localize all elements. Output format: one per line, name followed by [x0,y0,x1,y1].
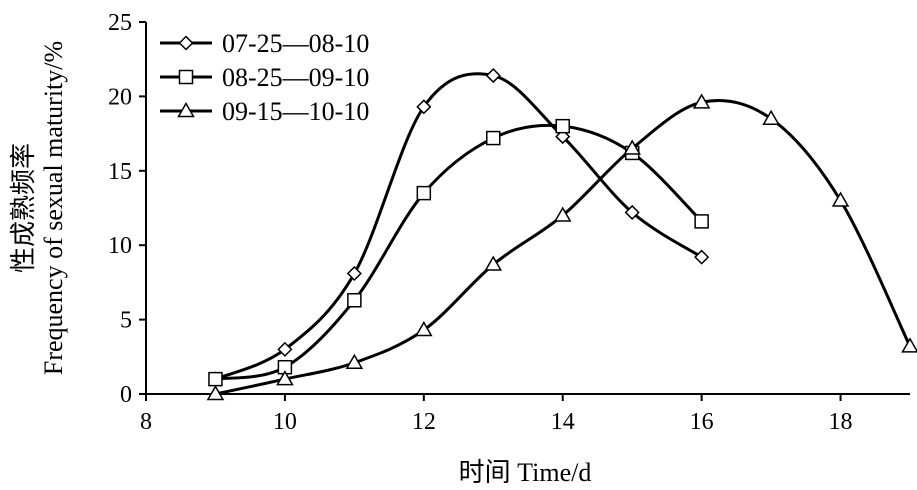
triangle-point [692,93,711,109]
triangle-point [831,191,850,207]
triangle-point [415,321,433,337]
square-point [347,293,362,308]
diamond-point [624,204,640,221]
diamond-point [346,265,362,282]
diamond-point [485,68,501,84]
axes: 0 5 10 15 20 25 8 10 12 14 16 18 [108,10,910,435]
x-axis-title: 时间 Time/d [459,458,592,487]
square-point [555,118,570,134]
square-point [486,130,501,146]
diamond-point [694,249,710,265]
square-point [416,185,432,201]
x-tick-label: 10 [273,409,297,435]
legend-square-marker [178,69,194,85]
triangle-point [553,206,572,222]
diamond-point [277,341,293,357]
y-tick-label: 0 [120,382,132,408]
triangle-point [276,370,294,386]
legend-item-1: 07-25—08-10 [160,29,369,58]
square-point [694,214,709,229]
x-tick-label: 14 [551,409,575,435]
y-axis-title: 性成熟频率 Frequency of sexual maturity/% [9,41,68,375]
legend-item-3: 09-15—10-10 [160,97,369,126]
series-line [214,72,703,381]
diamond-point [416,99,432,115]
series-3 [206,93,917,401]
legend-label: 09-15—10-10 [222,97,369,126]
y-tick-label: 25 [108,10,132,36]
triangle-point [345,353,364,370]
triangle-point [762,109,780,125]
x-tick-label: 18 [829,409,853,435]
legend-label: 08-25—09-10 [222,63,369,92]
triangle-point [206,384,225,401]
series-line [215,99,912,396]
y-tick-label: 10 [108,233,132,259]
y-tick-label: 5 [120,308,132,334]
legend: 07-25—08-10 08-25—09-10 09-15—10-10 [160,29,369,126]
square-point [208,371,223,387]
x-tick-label: 16 [690,409,714,435]
legend-triangle-marker [177,101,195,118]
y-axis-title-cn: 性成熟频率 [9,143,38,273]
triangle-point [901,337,917,353]
triangle-point [623,139,641,155]
legend-label: 07-25—08-10 [222,29,369,58]
series-line [215,123,703,381]
legend-item-2: 08-25—09-10 [160,63,369,92]
series-layer [206,68,917,401]
y-tick-label: 15 [108,159,132,185]
y-tick-label: 20 [108,84,132,110]
triangle-point [484,255,503,271]
y-axis-title-en: Frequency of sexual maturity/% [39,41,68,375]
legend-diamond-marker [178,35,194,51]
x-tick-label: 12 [412,409,436,435]
x-tick-label: 8 [140,409,152,435]
